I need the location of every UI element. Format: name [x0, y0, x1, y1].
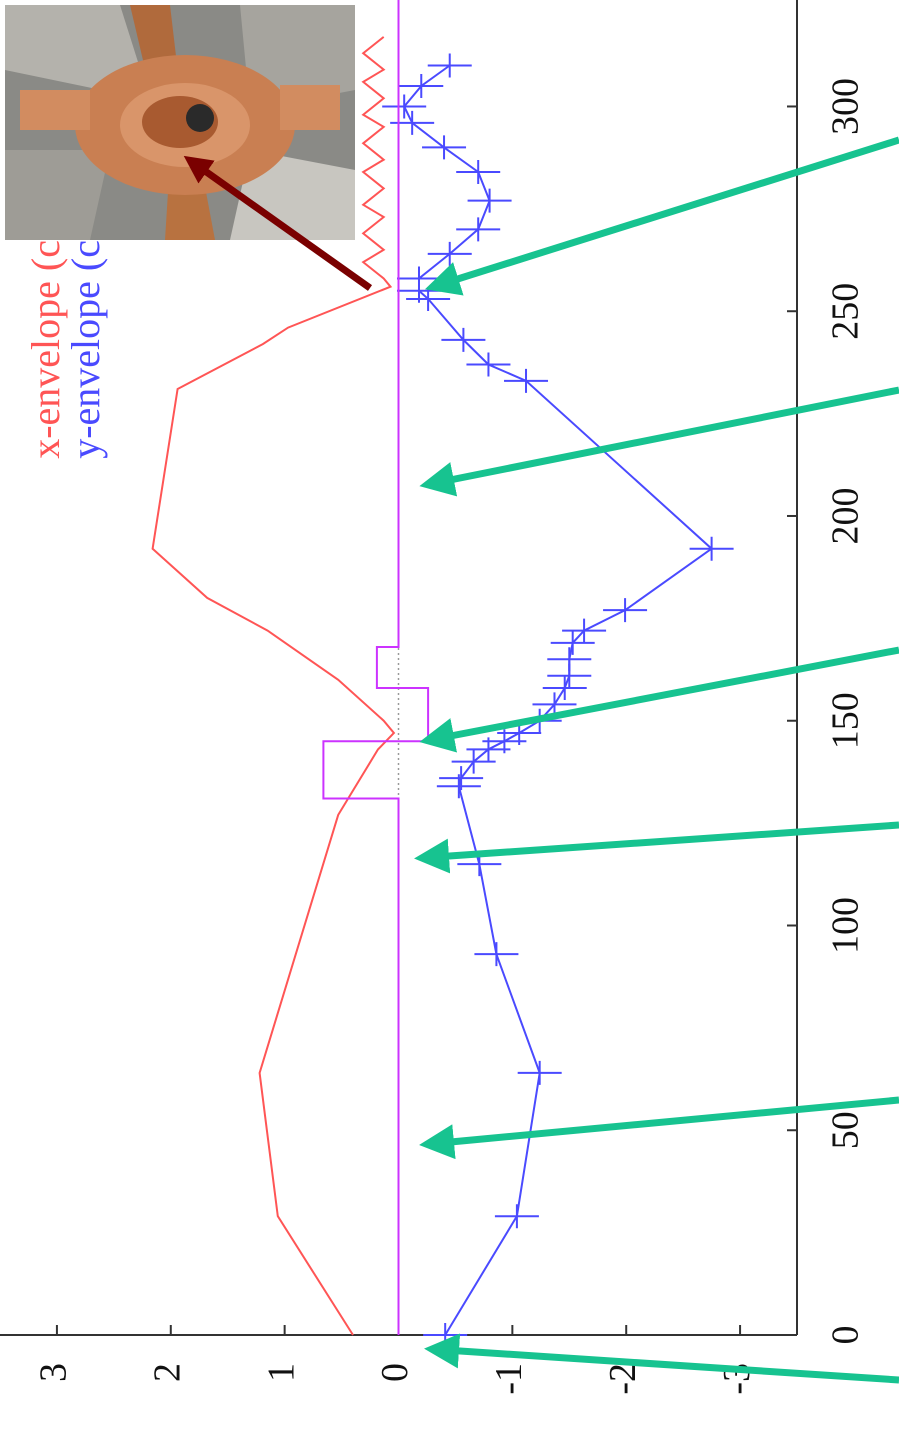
point-marker [428, 242, 472, 266]
point-marker [518, 1061, 562, 1085]
point-marker [466, 352, 510, 376]
legend-entry: y-envelope (c [63, 240, 108, 459]
y-tick-label: 0 [374, 1363, 416, 1382]
page: 050100150200250300-3-2-10123x-envelope (… [0, 0, 899, 1447]
point-marker [504, 369, 548, 393]
point-marker [422, 135, 466, 159]
x-tick-label: 0 [825, 1326, 867, 1345]
point-marker [468, 189, 512, 213]
annotation-arrows [198, 140, 899, 1380]
x-tick-label: 50 [825, 1111, 867, 1149]
point-marker [390, 111, 434, 135]
point-marker [551, 631, 595, 655]
point-marker [547, 647, 591, 671]
point-marker [399, 74, 443, 98]
point-marker [382, 94, 426, 118]
point-marker [456, 160, 500, 184]
point-marker [543, 676, 587, 700]
x-tick-label: 150 [825, 692, 867, 749]
point-marker [423, 1323, 467, 1347]
point-marker [441, 328, 485, 352]
x-tick-label: 100 [825, 897, 867, 954]
x-tick-label: 250 [825, 283, 867, 340]
point-marker [456, 217, 500, 241]
y-tick-label: 1 [260, 1363, 302, 1382]
point-marker [428, 54, 472, 78]
point-marker [397, 266, 441, 290]
point-marker [495, 1204, 539, 1228]
legend-entry: x-envelope (c [23, 240, 68, 459]
photo-inset [5, 5, 355, 240]
x-tick-label: 300 [825, 78, 867, 135]
x-tick-label: 200 [825, 487, 867, 544]
y-tick-label: -1 [488, 1363, 530, 1395]
point-marker [474, 942, 518, 966]
y-tick-label: 2 [147, 1363, 189, 1382]
y-tick-label: 3 [33, 1363, 75, 1382]
y-tick-label: -2 [602, 1363, 644, 1395]
point-marker [690, 537, 734, 561]
